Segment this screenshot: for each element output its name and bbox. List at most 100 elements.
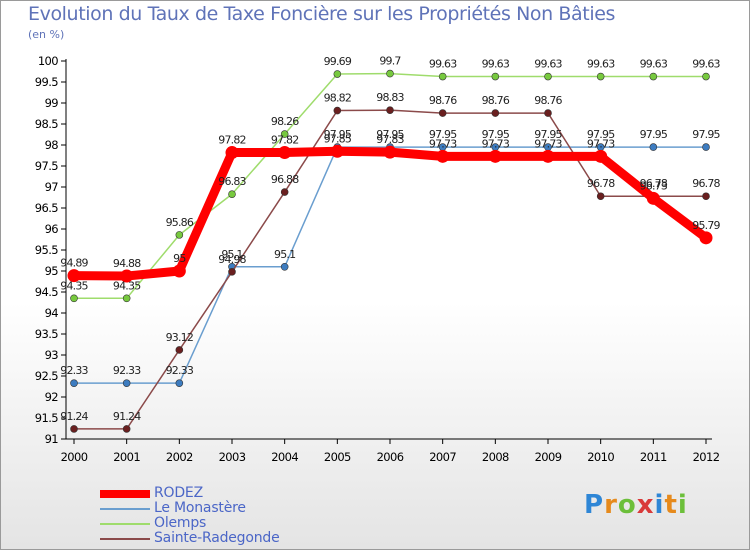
data-label-sainte-radegonde: 96.78 [587,177,615,190]
data-point-olemps [175,231,184,239]
data-point-olemps [386,69,394,78]
data-label-rodez: 94.89 [60,257,88,270]
data-label-le-monastere: 97.95 [429,128,457,141]
data-label-olemps: 99.63 [587,58,615,71]
data-point-sainte-radegonde [438,109,447,117]
data-label-olemps: 99.69 [324,55,352,68]
data-label-olemps: 99.63 [534,58,562,71]
data-point-rodez [225,146,239,160]
data-label-rodez: 97.73 [482,137,510,150]
data-label-sainte-radegonde: 94.98 [218,253,246,266]
data-label-rodez: 97.73 [587,137,615,150]
x-tick-label: 2000 [61,450,88,464]
data-label-olemps: 99.63 [692,58,720,71]
data-point-rodez [594,149,608,163]
y-tick-label: 97 [45,180,59,194]
data-point-le-monastere [702,143,710,151]
data-label-sainte-radegonde: 98.76 [482,94,510,107]
y-tick-label: 97.5 [35,159,58,173]
data-point-rodez [646,191,660,205]
proxiti-logo: Proxiti [584,490,688,520]
x-tick-label: 2007 [429,450,456,464]
data-point-olemps [702,72,710,81]
data-point-rodez [383,145,397,159]
data-label-le-monastere: 92.33 [60,364,88,377]
data-point-olemps [228,190,236,198]
data-label-rodez: 97.73 [534,137,562,150]
y-tick-label: 93.5 [35,327,58,341]
data-point-rodez [330,144,344,158]
data-point-olemps [280,130,289,138]
x-tick-label: 2008 [482,450,509,464]
x-tick-label: 2004 [271,450,298,464]
data-label-le-monastere: 92.33 [113,364,141,377]
series-line-rodez [69,146,711,281]
data-point-olemps [491,72,500,81]
y-tick-label: 93 [45,348,59,362]
y-tick-label: 92.5 [35,369,58,383]
data-point-rodez [67,269,81,283]
x-tick-label: 2011 [640,450,667,464]
legend-label-sainte-radegonde: Sainte-Radegonde [154,530,280,546]
data-label-sainte-radegonde: 96.78 [692,177,720,190]
data-label-olemps: 99.63 [640,58,668,71]
y-tick-label: 98 [45,138,59,152]
data-label-le-monastere: 97.95 [692,128,720,141]
data-label-sainte-radegonde: 98.82 [324,92,352,105]
data-label-rodez: 97.82 [218,134,246,147]
y-tick-label: 94.5 [35,285,58,299]
chart-subtitle: (en %) [28,28,65,41]
data-label-sainte-radegonde: 98.76 [429,94,457,107]
x-tick-label: 2001 [113,450,140,464]
data-label-le-monastere: 97.95 [482,128,510,141]
data-point-rodez [278,146,292,160]
y-tick-label: 91.5 [35,411,58,425]
data-label-olemps: 95.86 [166,216,194,229]
data-point-sainte-radegonde [702,192,710,201]
data-label-rodez: 94.88 [113,257,141,270]
data-point-olemps [649,72,658,81]
data-point-olemps [596,72,605,81]
data-point-sainte-radegonde [386,106,394,114]
y-tick-label: 100 [38,54,58,68]
data-point-rodez [541,149,555,163]
data-label-le-monastere: 95.1 [274,248,295,261]
data-point-le-monastere [122,379,131,387]
y-tick-label: 98.5 [35,117,58,131]
data-label-le-monastere: 97.95 [640,128,668,141]
x-tick-label: 2012 [693,450,720,464]
data-label-rodez: 96.73 [640,179,668,192]
legend-label-olemps: Olemps [154,515,207,531]
x-tick-label: 2005 [324,450,351,464]
chart-title: Evolution du Taux de Taxe Foncière sur l… [28,3,616,25]
legend-label-rodez: RODEZ [154,485,203,501]
data-label-olemps: 99.63 [429,58,457,71]
data-point-le-monastere [649,143,658,151]
data-point-olemps [333,70,342,78]
data-label-le-monastere: 95.1 [221,248,242,261]
y-tick-label: 94 [45,306,59,320]
data-label-olemps: 94.35 [113,279,141,292]
data-label-olemps: 99.7 [379,55,401,68]
data-label-le-monastere: 97.95 [376,128,404,141]
y-tick-label: 99.5 [35,75,58,89]
data-point-rodez [488,149,502,163]
data-label-rodez: 95.79 [692,219,720,232]
data-point-olemps [122,294,131,303]
data-point-sainte-radegonde [122,425,131,433]
data-point-le-monastere [70,379,78,387]
data-point-sainte-radegonde [544,109,552,117]
data-label-rodez: 95 [173,252,186,265]
x-tick-label: 2006 [377,450,404,464]
data-point-sainte-radegonde [280,188,289,196]
data-label-rodez: 97.83 [376,133,404,146]
data-label-rodez: 97.85 [324,132,352,145]
data-label-le-monastere: 97.95 [324,128,352,141]
x-tick-label: 2009 [535,450,562,464]
data-point-rodez [120,269,134,283]
data-label-le-monastere: 92.33 [166,364,194,377]
x-tick-label: 2010 [587,450,614,464]
data-point-rodez [436,149,450,163]
data-label-rodez: 97.82 [271,134,299,147]
